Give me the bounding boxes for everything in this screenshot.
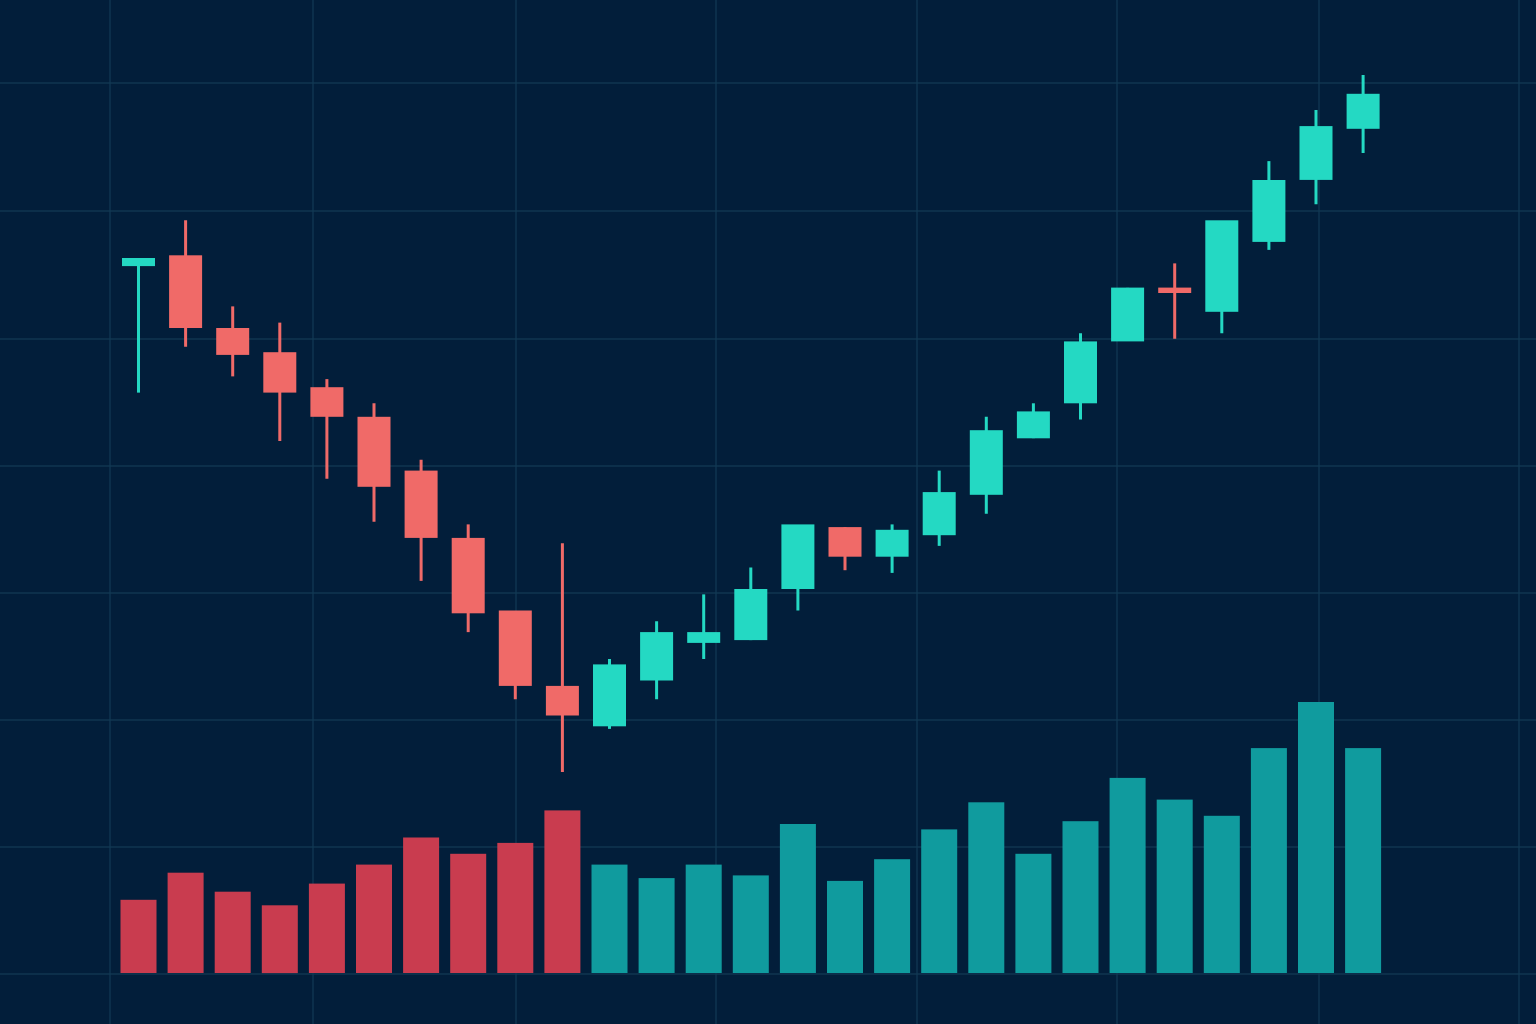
volume-bar (1203, 815, 1240, 973)
volume-bars (120, 702, 1382, 974)
candle-body (828, 527, 862, 557)
candle-body (498, 610, 532, 686)
candle-body (875, 529, 909, 557)
candle-body (404, 470, 438, 538)
volume-bar (544, 810, 581, 973)
candle-body (263, 352, 297, 393)
volume-bar (968, 802, 1005, 973)
candle (357, 403, 391, 522)
candle-body (545, 685, 579, 716)
candle (404, 459, 438, 581)
candle-body (969, 430, 1003, 495)
candle (687, 594, 721, 659)
candle (1064, 333, 1097, 420)
volume-bar (214, 891, 251, 973)
candle-body (1158, 287, 1192, 293)
candle-body (1299, 126, 1333, 180)
candle-body (1111, 287, 1145, 342)
volume-bar (591, 864, 628, 973)
candle-body (1252, 180, 1286, 242)
price-candles (122, 75, 1380, 772)
candle (1158, 263, 1192, 339)
volume-bar (120, 899, 157, 973)
candle (263, 322, 297, 441)
volume-bar (685, 864, 722, 973)
candle-body (169, 255, 203, 328)
candle-body (357, 416, 391, 487)
volume-bar (403, 837, 440, 973)
candle-body (640, 632, 674, 681)
candle (1252, 161, 1286, 250)
candle (1299, 110, 1333, 205)
candle (310, 379, 344, 479)
candle-body (451, 537, 485, 614)
volume-bar (732, 875, 769, 973)
candle (1111, 287, 1145, 342)
volume-bar (1156, 799, 1193, 973)
volume-bar (1109, 777, 1146, 973)
candle (545, 543, 579, 772)
candle (1346, 75, 1380, 153)
volume-bar (638, 878, 675, 973)
volume-bar (1015, 853, 1052, 973)
candle (640, 621, 674, 700)
candle (922, 470, 956, 546)
candle-body (1064, 341, 1097, 404)
volume-bar (874, 859, 911, 973)
candle (1016, 403, 1050, 439)
volume-bar (356, 864, 392, 973)
volume-bar (1345, 748, 1382, 973)
candle (169, 220, 203, 347)
candle (734, 567, 768, 641)
volume-bar (1298, 702, 1334, 973)
candle (498, 610, 532, 700)
volume-bar (921, 829, 958, 973)
volume-bar (1250, 748, 1287, 973)
candle (781, 524, 815, 611)
candle (122, 258, 155, 393)
candle (451, 524, 485, 633)
volume-bar (779, 824, 816, 973)
candle (216, 306, 250, 377)
volume-bar (827, 880, 863, 973)
candle (828, 527, 862, 571)
candle-body (781, 524, 815, 589)
volume-bar (1062, 821, 1099, 973)
candle-body (687, 632, 721, 643)
candle (1205, 220, 1239, 334)
candle-body (216, 328, 250, 355)
candle-body (1205, 220, 1239, 312)
candle-body (593, 664, 626, 727)
candle (969, 416, 1003, 514)
volume-bar (497, 842, 534, 973)
candle-body (310, 387, 344, 417)
candle-body (734, 589, 768, 641)
candle-body (122, 258, 155, 267)
candle-body (1016, 411, 1050, 439)
candle (875, 524, 909, 573)
volume-bar (167, 872, 204, 973)
volume-bar (261, 905, 298, 974)
candle (593, 659, 626, 729)
candle-body (922, 492, 956, 536)
volume-bar (450, 853, 487, 973)
candle-body (1346, 93, 1380, 129)
volume-bar (308, 883, 345, 973)
